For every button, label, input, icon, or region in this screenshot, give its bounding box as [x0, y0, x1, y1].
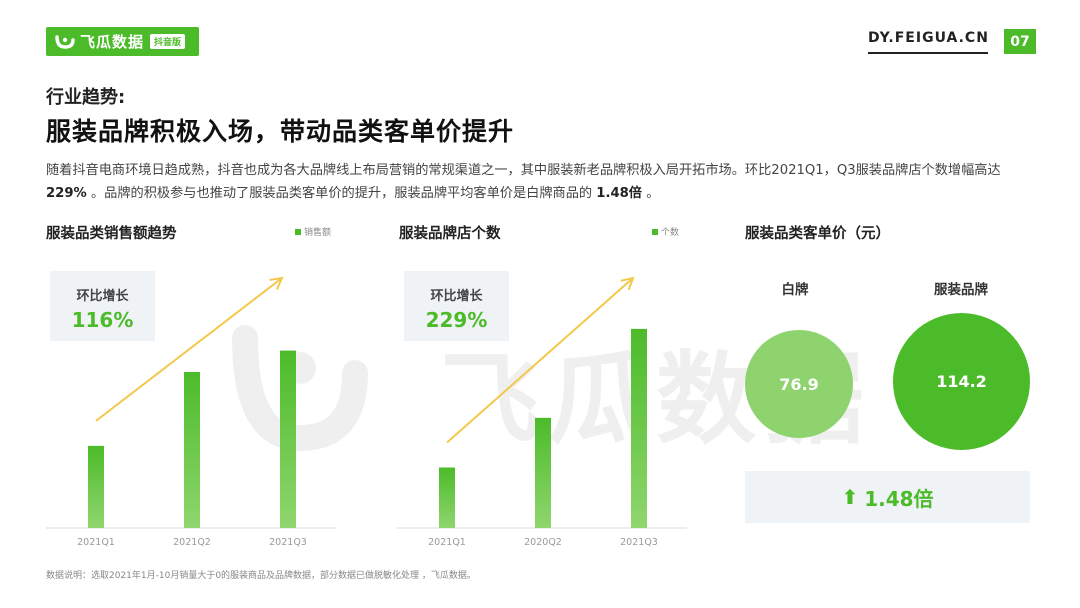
sales-trend-arrow	[95, 277, 283, 422]
sales-legend-label: 销售额	[304, 228, 332, 238]
legend-swatch	[295, 228, 301, 235]
intro-text-2: 。品牌的积极参与也推动了服装品类客单价的提升，服装品牌平均客单价是白牌商品的	[86, 186, 597, 201]
stores-chart-title: 服装品牌店个数	[399, 226, 501, 242]
page-title: 服装品牌积极入场，带动品类客单价提升	[46, 117, 515, 146]
white-label-bubble: 76.9	[745, 330, 853, 438]
data-footnote: 数据说明：选取2021年1月-10月销量大于0的服装商品及品牌数据，部分数据已做…	[46, 571, 476, 581]
intro-text-3: 。	[642, 186, 660, 201]
brand-price: 114.2	[936, 372, 987, 391]
stores-tick-label: 2020Q2	[524, 537, 562, 548]
section-label: 行业趋势:	[46, 87, 126, 108]
stores-trend-arrowhead	[620, 276, 635, 291]
white-label-price: 76.9	[779, 374, 819, 394]
brand-logo: 飞瓜数据 抖音版	[46, 27, 199, 56]
price-chart-title: 服装品类客单价（元）	[745, 226, 890, 242]
sales-bar-2	[184, 371, 200, 528]
stores-growth-box: 环比增长 229%	[404, 271, 509, 341]
sales-chart-title: 服装品类销售额趋势	[46, 226, 177, 242]
stores-tick-label: 2021Q3	[620, 537, 658, 548]
stores-growth-value: 229%	[425, 308, 488, 332]
white-label-label: 白牌	[781, 282, 809, 298]
intro-highlight-price-ratio: 1.48倍	[596, 186, 642, 201]
stores-bar-2	[535, 417, 551, 528]
stores-bar-1	[439, 467, 455, 528]
sales-growth-value: 116%	[71, 308, 134, 332]
price-ratio-value: 1.48倍	[864, 486, 934, 511]
brand-label: 服装品牌	[934, 282, 988, 298]
site-url[interactable]: DY.FEIGUA.CN	[868, 30, 988, 54]
page-number: 07	[1004, 29, 1036, 54]
sales-growth-label: 环比增长	[76, 289, 129, 304]
sales-bar-3	[280, 350, 296, 528]
intro-text-1: 随着抖音电商环境日趋成熟，抖音也成为各大品牌线上布局营销的常规渠道之一，其中服装…	[46, 163, 1001, 178]
stores-legend-label: 个数	[661, 228, 680, 238]
stores-bar-3	[631, 328, 647, 528]
brand-name: 飞瓜数据	[80, 33, 145, 51]
brand-bubble: 114.2	[893, 313, 1030, 450]
sales-tick-label: 2021Q2	[173, 537, 211, 548]
sales-tick-label: 2021Q3	[269, 537, 307, 548]
price-ratio-box: ⬆ 1.48倍	[745, 471, 1030, 523]
brand-badge: 抖音版	[150, 34, 186, 49]
stores-chart: 2021Q1 2020Q2 2021Q3	[397, 276, 687, 548]
sales-trend-arrowhead	[269, 276, 284, 290]
stores-trend-arrow	[446, 277, 634, 444]
legend-swatch	[652, 228, 658, 235]
sales-chart: 2021Q1 2021Q2 2021Q3	[46, 276, 336, 548]
sales-growth-box: 环比增长 116%	[50, 271, 155, 341]
intro-paragraph: 随着抖音电商环境日趋成熟，抖音也成为各大品牌线上布局营销的常规渠道之一，其中服装…	[46, 159, 1036, 205]
stores-legend: 个数	[652, 225, 679, 238]
stores-tick-label: 2021Q1	[428, 537, 466, 548]
sales-bar-1	[88, 445, 104, 528]
sales-legend: 销售额	[295, 225, 331, 238]
intro-highlight-store-growth: 229%	[46, 186, 87, 201]
arrow-up-icon: ⬆	[841, 485, 859, 509]
sales-tick-label: 2021Q1	[77, 537, 115, 548]
logo-icon	[55, 34, 75, 49]
stores-growth-label: 环比增长	[430, 289, 483, 304]
